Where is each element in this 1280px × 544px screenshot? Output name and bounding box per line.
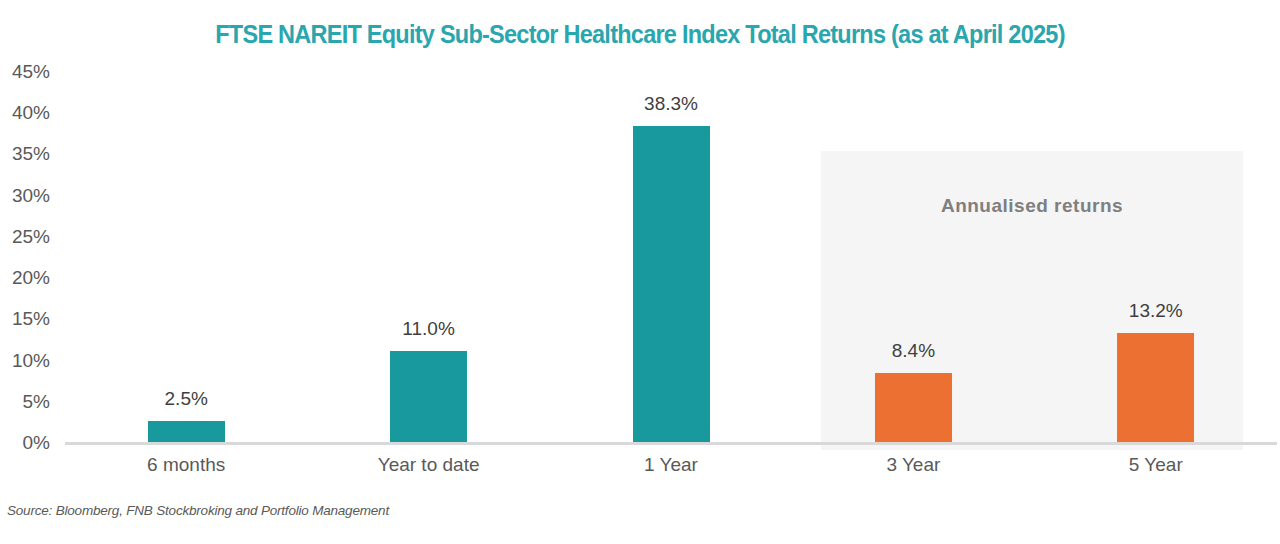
y-tick-label: 0% <box>0 432 50 454</box>
x-tick-label: 6 months <box>96 454 276 476</box>
y-tick-label: 30% <box>0 185 50 207</box>
y-tick-label: 40% <box>0 102 50 124</box>
chart-title: FTSE NAREIT Equity Sub-Sector Healthcare… <box>38 20 1241 49</box>
x-tick-label: 5 Year <box>1066 454 1246 476</box>
value-label: 2.5% <box>126 388 246 410</box>
value-label: 11.0% <box>369 318 489 340</box>
x-tick-label: Year to date <box>339 454 519 476</box>
healthcare-returns-bar-chart: FTSE NAREIT Equity Sub-Sector Healthcare… <box>0 0 1280 544</box>
y-tick-label: 45% <box>0 61 50 83</box>
x-tick-label: 1 Year <box>581 454 761 476</box>
y-tick-label: 35% <box>0 143 50 165</box>
y-tick-label: 15% <box>0 308 50 330</box>
bar-6-months <box>148 421 225 442</box>
value-label: 13.2% <box>1096 300 1216 322</box>
bar-year-to-date <box>390 351 467 442</box>
bar-1-year <box>633 126 710 442</box>
y-tick-label: 25% <box>0 226 50 248</box>
annualised-returns-label: Annualised returns <box>821 195 1243 217</box>
value-label: 8.4% <box>853 340 973 362</box>
bar-3-year <box>875 373 952 442</box>
y-tick-label: 10% <box>0 350 50 372</box>
x-axis-line <box>65 442 1277 445</box>
y-tick-label: 20% <box>0 267 50 289</box>
source-note: Source: Bloomberg, FNB Stockbroking and … <box>7 503 389 518</box>
value-label: 38.3% <box>611 93 731 115</box>
y-tick-label: 5% <box>0 391 50 413</box>
bar-5-year <box>1117 333 1194 442</box>
x-tick-label: 3 Year <box>823 454 1003 476</box>
